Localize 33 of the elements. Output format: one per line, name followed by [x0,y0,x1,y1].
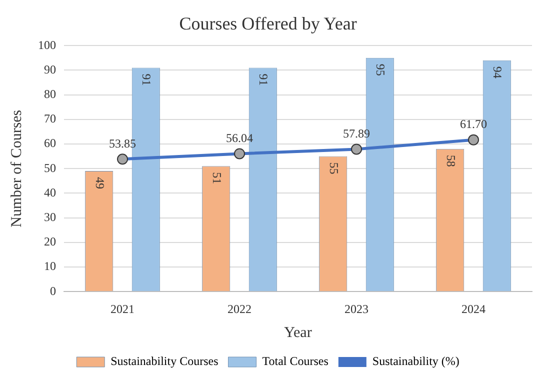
y-tick-label: 50 [44,160,56,175]
y-tick-label: 10 [44,259,56,274]
data-label: 95 [374,64,388,76]
data-label: 58 [444,154,458,167]
y-tick-label: 30 [44,210,56,224]
legend-label: Sustainability Courses [110,354,219,368]
data-label: 91 [256,74,271,86]
x-axis-title: Year [284,324,312,341]
y-tick-label: 20 [44,234,56,249]
data-label: 56.04 [226,130,253,145]
y-tick-label: 100 [38,38,56,52]
x-tick-label: 2024 [462,302,486,316]
data-label: 49 [92,177,107,190]
data-label: 61.70 [460,116,487,131]
data-label: 91 [140,74,154,86]
chart-title: Courses Offered by Year [179,14,357,34]
y-tick-label: 40 [44,185,56,200]
data-label: 51 [210,172,224,184]
y-tick-label: 70 [44,112,56,126]
data-label: 57.89 [343,126,370,140]
x-tick-label: 2022 [228,302,252,316]
data-label: 55 [326,162,341,174]
data-label: 53.85 [109,136,136,150]
y-tick-label: 0 [50,284,56,298]
x-tick-label: 2023 [344,302,368,316]
data-label: 94 [490,66,505,78]
y-tick-label: 60 [44,136,56,150]
legend-label: Total Courses [262,354,329,368]
legend-label: Sustainability (%) [372,354,460,368]
y-axis-title: Number of Courses [8,110,25,228]
y-tick-label: 80 [44,86,56,101]
y-tick-label: 90 [44,62,56,76]
x-tick-label: 2021 [110,302,134,316]
